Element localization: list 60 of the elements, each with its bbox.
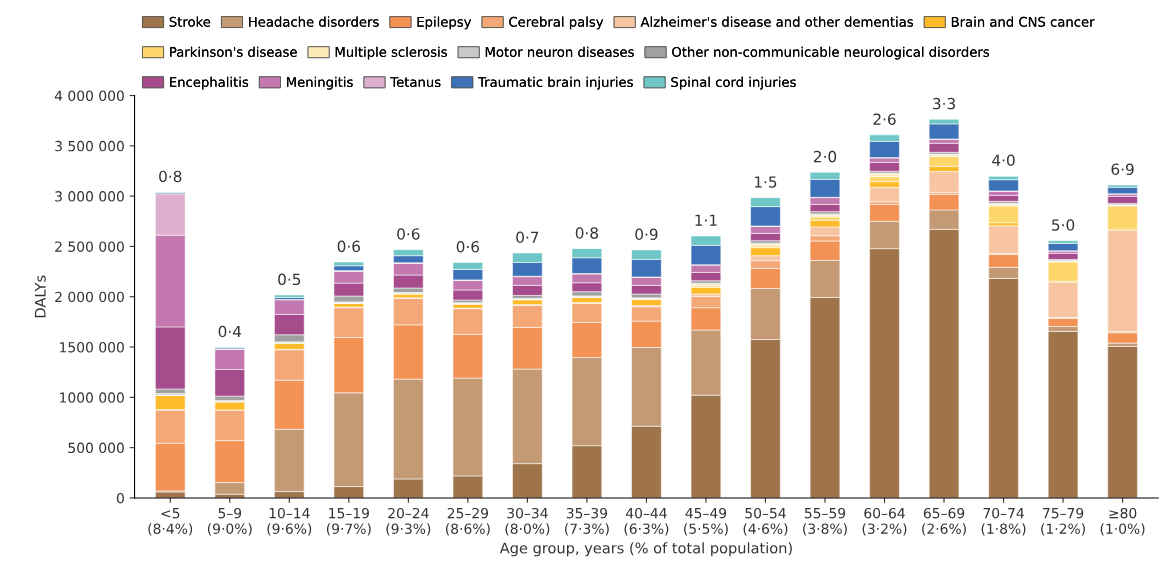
legend-label: Other non-communicable neurological disorders xyxy=(672,46,990,60)
x-tick-label: 30–34 (8·0%) xyxy=(505,507,550,536)
legend-label: Stroke xyxy=(169,16,211,27)
legend-label: Multiple sclerosis xyxy=(335,46,447,60)
annotation: 4·0 xyxy=(992,154,1015,167)
legend-label: Meningitis xyxy=(287,76,353,90)
annotation: 0·6 xyxy=(456,240,480,253)
legend-label: Alzheimer's disease and other dementias xyxy=(640,16,914,27)
y-tick-label: 4 000 000 xyxy=(54,90,124,102)
annotation: 0·4 xyxy=(218,325,242,338)
y-tick-label: 2 500 000 xyxy=(55,241,124,252)
y-tick-label: 2 000 000 xyxy=(55,291,124,303)
y-tick-label: 500 000 xyxy=(68,442,124,454)
legend-label: Encephalitis xyxy=(170,76,249,90)
annotation: 2·6 xyxy=(873,113,896,125)
annotation: 0·7 xyxy=(516,231,539,244)
x-tick-label: 60–64 (3·2%) xyxy=(862,507,907,536)
x-axis-title: Age group, years (% of total population) xyxy=(499,542,792,557)
annotation: 3·3 xyxy=(933,97,955,110)
y-tick-label: 3 000 000 xyxy=(55,191,124,202)
annotation: 0·8 xyxy=(575,227,599,239)
legend-label: Motor neuron diseases xyxy=(485,46,634,57)
y-tick-label: 0 xyxy=(116,492,124,504)
y-tick-label: 1000 000 xyxy=(60,392,124,403)
x-tick-label: 20–24 (9·3%) xyxy=(386,507,431,536)
y-tick-label: 3 500 000 xyxy=(55,140,124,152)
x-tick-label: 65–69 (2·6%) xyxy=(922,507,966,536)
x-tick-label: 55–59 (3·8%) xyxy=(803,507,847,536)
x-tick-label: 50–54 (4·6%) xyxy=(743,507,788,536)
x-tick-label: 15–19 (9·7%) xyxy=(326,507,371,536)
x-tick-label: 40–44 (6·3%) xyxy=(624,507,669,536)
x-tick-label: 45–49 (5·5%) xyxy=(684,507,728,536)
annotation: 2·0 xyxy=(813,150,837,163)
x-tick-label: 5–9 (9·0%) xyxy=(207,507,252,536)
legend-label: Traumatic brain injuries xyxy=(478,76,633,90)
legend-label: Tetanus xyxy=(390,77,441,88)
x-tick-label: 35–39 (7·3%) xyxy=(565,507,609,536)
y-axis-title: DALYs xyxy=(34,275,46,318)
x-tick-label: 75–79 (1·2%) xyxy=(1041,507,1085,536)
x-tick-label: 25–29 (8·6%) xyxy=(446,507,490,536)
annotation: 0·6 xyxy=(397,228,420,240)
x-tick-label: 70–74 (1·8%) xyxy=(981,507,1026,536)
annotation: 0·9 xyxy=(635,228,658,241)
x-tick-label: <5 (8·4%) xyxy=(148,508,193,536)
legend-label: Headache disorders xyxy=(249,16,379,27)
y-tick-label: 1500 000 xyxy=(60,342,124,353)
legend-label: Epilepsy xyxy=(417,16,472,30)
annotation: 1·5 xyxy=(755,176,777,188)
x-tick-label: ≥80 (1·0%) xyxy=(1100,507,1145,536)
annotation: 0·8 xyxy=(159,170,182,183)
legend-label: Brain and CNS cancer xyxy=(951,16,1095,27)
annotation: 6·9 xyxy=(1111,163,1134,176)
x-tick-label: 10–14 (9·6%) xyxy=(267,507,312,536)
legend-label: Spinal cord injuries xyxy=(671,76,796,90)
annotation: 0·5 xyxy=(278,273,301,286)
annotation: 0·6 xyxy=(337,240,361,253)
legend-label: Parkinson's disease xyxy=(170,46,297,57)
annotation: 1·1 xyxy=(695,214,717,226)
legend-label: Cerebral palsy xyxy=(509,16,604,30)
annotation: 5·0 xyxy=(1052,219,1075,231)
